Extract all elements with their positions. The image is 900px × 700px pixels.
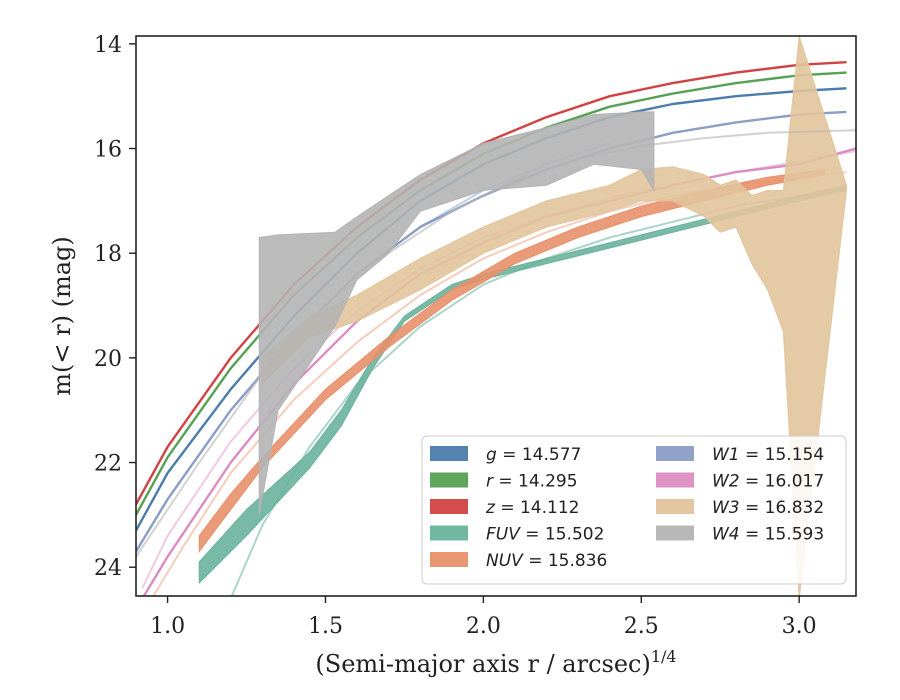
legend-label-w3: W3 = 16.832 — [712, 498, 824, 518]
legend-label-r: r = 14.295 — [486, 472, 578, 492]
legend-swatch-z — [430, 499, 468, 514]
legend-swatch-w1 — [656, 446, 694, 461]
plot-frame — [135, 35, 857, 597]
legend-label-fuv: FUV = 15.502 — [486, 525, 604, 545]
legend-swatch-r — [430, 472, 468, 488]
legend-label-w2: W2 = 16.017 — [712, 472, 824, 492]
y-axis-label: m(< r) (mag) — [48, 236, 76, 395]
x-axis-label: (Semi-major axis r / arcsec)1/4 — [315, 647, 676, 678]
y-tick-label: 20 — [94, 347, 122, 372]
legend-label-z: z = 14.112 — [485, 498, 579, 518]
series-w3-band — [261, 36, 847, 596]
legend-swatch-w2 — [656, 472, 694, 488]
x-tick-label: 3.0 — [782, 614, 817, 639]
series-w4-faint-line-1 — [136, 129, 856, 558]
x-tick-label: 2.5 — [624, 614, 659, 639]
x-tick-label: 2.0 — [466, 614, 501, 639]
x-tick-label: 1.5 — [308, 614, 343, 639]
x-tick-label: 1.0 — [150, 614, 185, 639]
legend-label-nuv: NUV = 15.836 — [486, 551, 607, 571]
legend-swatch-nuv — [430, 552, 468, 567]
series-w3 — [261, 36, 847, 596]
y-axis-ticks: 14 16 18 20 22 24 — [94, 33, 136, 581]
series-layer — [136, 36, 856, 596]
y-tick-label: 24 — [94, 556, 122, 581]
legend-label-w1: W1 = 15.154 — [712, 445, 824, 465]
y-tick-label: 16 — [94, 138, 122, 163]
legend-swatch-g — [430, 446, 468, 461]
series-w4-band — [258, 111, 655, 515]
legend-swatch-w3 — [656, 499, 694, 514]
legend-swatch-w4 — [656, 525, 694, 541]
legend-label-w4: W4 = 15.593 — [712, 525, 824, 545]
legend-label-g: g = 14.577 — [486, 445, 581, 465]
legend-frame — [421, 435, 847, 585]
series-w4 — [136, 111, 856, 558]
x-axis-ticks: 1.0 1.5 2.0 2.5 3.0 — [150, 596, 817, 639]
y-tick-label: 22 — [94, 452, 122, 477]
legend: g = 14.577 r = 14.295 z = 14.112 FUV = 15.5… — [421, 435, 847, 585]
legend-swatch-fuv — [430, 525, 468, 541]
y-tick-label: 18 — [94, 242, 122, 267]
y-tick-label: 14 — [94, 33, 122, 58]
